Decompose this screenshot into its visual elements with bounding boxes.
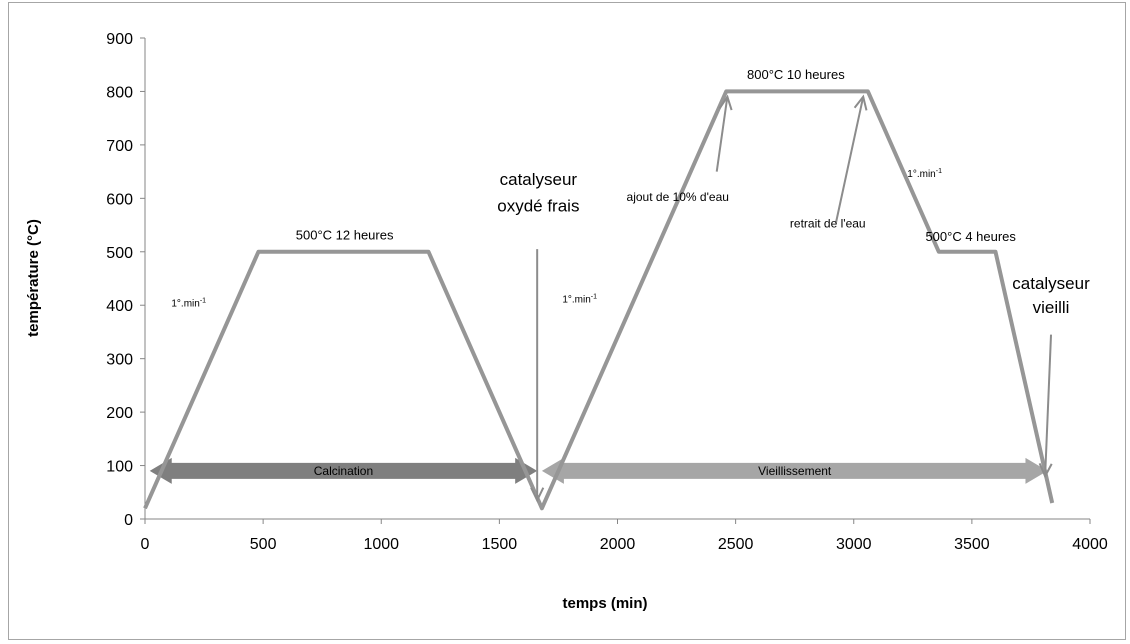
phase-arrow-calcination (149, 457, 538, 484)
phase-arrows: Calcination Vieillissement (149, 457, 1048, 484)
pointer-arrow-head (530, 487, 545, 503)
pointer-arrows (530, 94, 1053, 503)
x-tick-label: 2500 (718, 536, 754, 553)
annotation: catalyseur (1012, 274, 1090, 293)
annotation: 1°.min-1 (171, 297, 206, 309)
pointer-arrow-head (853, 94, 868, 111)
x-tick-label: 2000 (600, 536, 636, 553)
annotation: retrait de l'eau (790, 217, 866, 231)
annotation-text: 1°.min (171, 298, 199, 309)
annotation-text: 500°C 4 heures (925, 229, 1016, 244)
y-tick-label: 900 (106, 31, 133, 48)
y-tick-label: 700 (106, 138, 133, 155)
pointer-arrow (835, 96, 865, 223)
chart-frame (8, 2, 1126, 640)
x-tick-label: 3000 (836, 536, 872, 553)
annotation-text: 500°C 12 heures (296, 227, 394, 242)
annotation-text: catalyseur (1012, 274, 1090, 293)
y-tick-label: 0 (124, 512, 133, 529)
y-tick-label: 400 (106, 298, 133, 315)
phase-arrow-vieillissement (541, 457, 1048, 484)
annotation-text: catalyseur (500, 170, 578, 189)
annotation-text: 800°C 10 heures (747, 67, 845, 82)
pointer-arrow-head (1038, 463, 1053, 479)
annotation: oxydé frais (497, 197, 579, 216)
x-axis-title: temps (min) (562, 595, 647, 612)
y-tick-label: 800 (106, 84, 133, 101)
annotation: vieilli (1033, 298, 1070, 317)
annotation-text: 1°.min (907, 169, 935, 180)
y-tick-label: 600 (106, 191, 133, 208)
x-tick-label: 1500 (482, 536, 518, 553)
pointer-arrow (715, 96, 729, 172)
annotation-text: ajout de 10% d'eau (627, 190, 729, 204)
y-tick-label: 100 (106, 459, 133, 476)
annotation-text: oxydé frais (497, 197, 579, 216)
annotation-superscript: -1 (591, 294, 597, 301)
annotation: catalyseur (500, 170, 578, 189)
y-axis-title: température (°C) (25, 219, 42, 337)
x-tick-label: 4000 (1072, 536, 1108, 553)
pointer-arrow-head (718, 94, 733, 111)
axes: 0 100 200 300 400 500 600 700 800 900 0 500 1000 1500… (106, 31, 1108, 553)
x-tick-label: 0 (141, 536, 150, 553)
annotation-text: retrait de l'eau (790, 217, 866, 231)
annotation: ajout de 10% d'eau (627, 190, 729, 204)
x-tick-label: 1000 (363, 536, 399, 553)
series-line (143, 89, 1055, 511)
pointer-arrow (1044, 334, 1053, 477)
x-tick-label: 3500 (954, 536, 990, 553)
y-tick-label: 300 (106, 352, 133, 369)
annotation-superscript: -1 (936, 168, 942, 175)
annotation: 800°C 10 heures (747, 67, 845, 82)
y-tick-label: 200 (106, 405, 133, 422)
series-layer (143, 89, 1055, 511)
phase-label: Calcination (314, 464, 373, 478)
annotation-superscript: -1 (200, 297, 206, 304)
annotation: 1°.min-1 (562, 294, 597, 306)
annotation-text: vieilli (1033, 298, 1070, 317)
x-tick-label: 500 (250, 536, 277, 553)
annotation: 500°C 12 heures (296, 227, 394, 242)
y-tick-label: 500 (106, 245, 133, 262)
annotation-text: 1°.min (562, 295, 590, 306)
phase-label: Vieillissement (758, 464, 832, 478)
annotation: 1°.min-1 (907, 168, 942, 180)
annotation: 500°C 4 heures (925, 229, 1016, 244)
